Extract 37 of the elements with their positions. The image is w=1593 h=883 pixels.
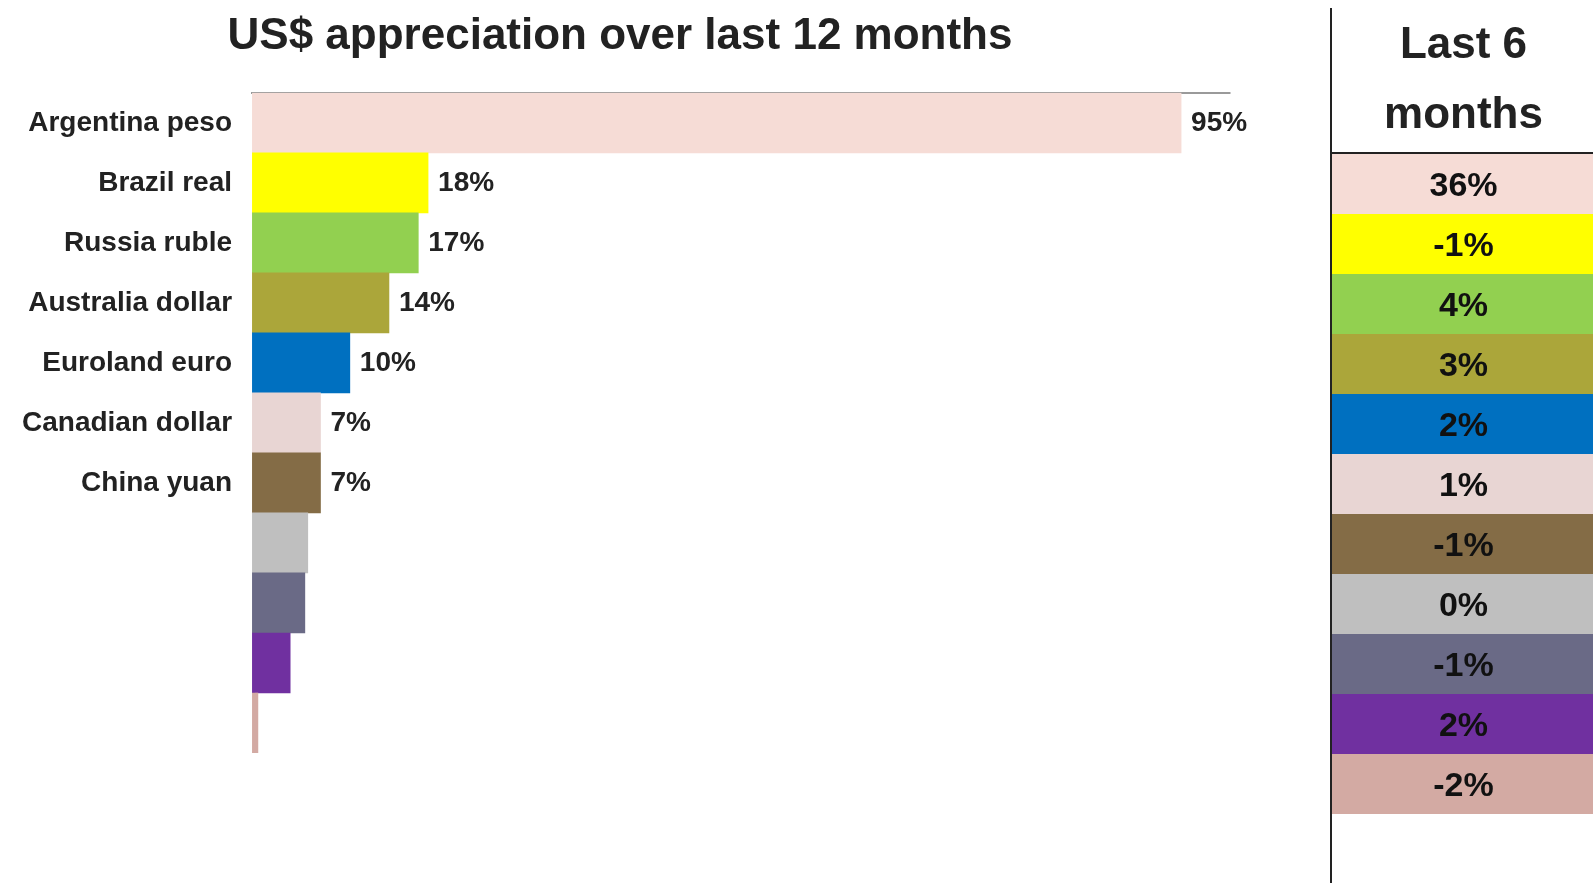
data-label: 14% — [398, 285, 456, 317]
data-label: 95% — [1191, 105, 1248, 137]
bar — [252, 572, 306, 634]
bar — [252, 92, 1182, 154]
y-tick-label: Euroland euro — [42, 345, 233, 377]
bar — [252, 272, 390, 334]
text: 1% — [1332, 454, 1593, 515]
text: 0% — [1332, 574, 1593, 635]
y-tick-label: Brazil real — [98, 165, 233, 197]
bar — [252, 452, 321, 514]
y-tick-label: Russia ruble — [63, 225, 233, 257]
chart-title: US$ appreciation over last 12 months — [227, 8, 1013, 58]
text: -1% — [1332, 634, 1593, 695]
bar — [252, 212, 419, 274]
text: 3% — [1332, 334, 1593, 395]
text: 4% — [1332, 274, 1593, 335]
bar — [252, 152, 429, 214]
y-tick-label: Australia dollar — [28, 285, 233, 317]
text: -1% — [1332, 214, 1593, 275]
bar — [252, 512, 309, 574]
text: -2% — [1332, 754, 1593, 815]
text: 2% — [1332, 694, 1593, 755]
data-label: 18% — [438, 165, 495, 197]
bar — [252, 392, 321, 454]
bar — [252, 332, 351, 394]
text: 36% — [1332, 154, 1593, 215]
y-tick-label: Canadian dollar — [21, 405, 233, 437]
y-tick-label: China yuan — [81, 465, 233, 497]
data-label: 10% — [359, 345, 416, 377]
text: 2% — [1332, 394, 1593, 455]
data-label: 17% — [428, 225, 485, 257]
data-label: 7% — [330, 405, 372, 437]
data-label: 7% — [330, 465, 372, 497]
y-tick-label: Argentina peso — [28, 105, 233, 137]
text: Last 6 months — [1332, 8, 1593, 154]
text: -1% — [1332, 514, 1593, 575]
bar — [252, 632, 291, 694]
